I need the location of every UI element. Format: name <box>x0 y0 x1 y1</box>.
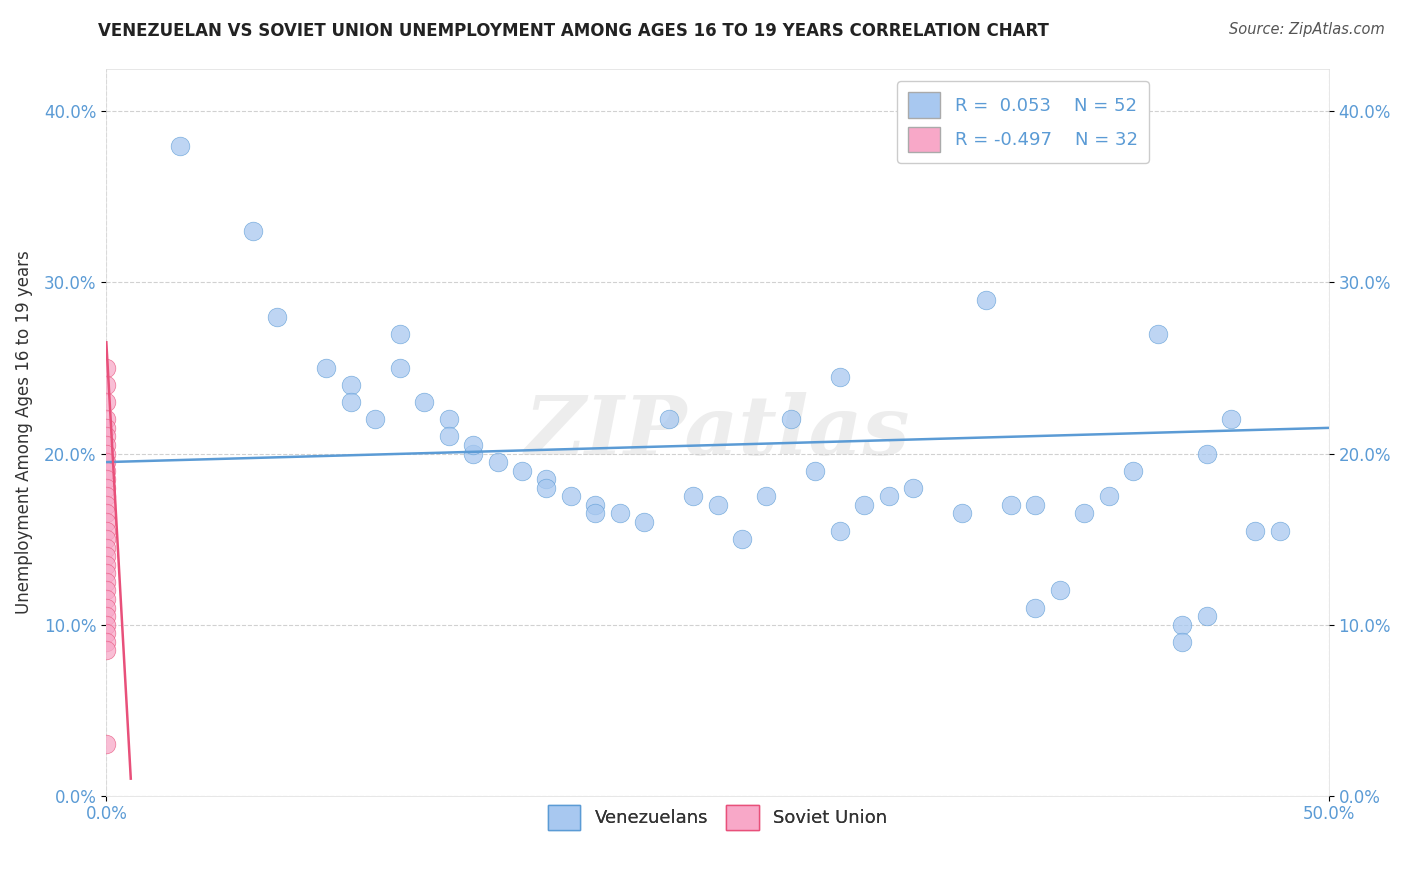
Point <box>536 481 558 495</box>
Point <box>96 464 118 478</box>
Point <box>804 464 827 478</box>
Point <box>950 507 973 521</box>
Point <box>96 378 118 392</box>
Point <box>780 412 803 426</box>
Point <box>315 361 337 376</box>
Point <box>976 293 998 307</box>
Point <box>1024 498 1046 512</box>
Point <box>1171 634 1194 648</box>
Point <box>388 361 411 376</box>
Legend: Venezuelans, Soviet Union: Venezuelans, Soviet Union <box>540 797 894 838</box>
Point <box>437 429 460 443</box>
Text: Source: ZipAtlas.com: Source: ZipAtlas.com <box>1229 22 1385 37</box>
Point <box>96 591 118 606</box>
Text: VENEZUELAN VS SOVIET UNION UNEMPLOYMENT AMONG AGES 16 TO 19 YEARS CORRELATION CH: VENEZUELAN VS SOVIET UNION UNEMPLOYMENT … <box>98 22 1049 40</box>
Point <box>1195 609 1218 624</box>
Point <box>388 326 411 341</box>
Point <box>1195 446 1218 460</box>
Point <box>96 574 118 589</box>
Point <box>1049 583 1071 598</box>
Point <box>609 507 631 521</box>
Point <box>96 532 118 546</box>
Point <box>96 617 118 632</box>
Point <box>96 634 118 648</box>
Point <box>96 507 118 521</box>
Point <box>1146 326 1168 341</box>
Point <box>486 455 509 469</box>
Point <box>877 489 900 503</box>
Point <box>96 498 118 512</box>
Point <box>96 566 118 581</box>
Point <box>583 507 606 521</box>
Point <box>96 626 118 640</box>
Point <box>96 472 118 486</box>
Point <box>96 429 118 443</box>
Point <box>96 421 118 435</box>
Point <box>96 361 118 376</box>
Point <box>96 455 118 469</box>
Point <box>169 138 191 153</box>
Point <box>658 412 681 426</box>
Point <box>901 481 924 495</box>
Point <box>96 609 118 624</box>
Point <box>828 524 851 538</box>
Point <box>536 472 558 486</box>
Point <box>96 583 118 598</box>
Point <box>1244 524 1267 538</box>
Point <box>413 395 436 409</box>
Point <box>340 395 363 409</box>
Point <box>96 395 118 409</box>
Point <box>731 532 754 546</box>
Point <box>96 524 118 538</box>
Point <box>96 600 118 615</box>
Point <box>1122 464 1144 478</box>
Point <box>633 515 655 529</box>
Point <box>583 498 606 512</box>
Point <box>1220 412 1243 426</box>
Point <box>706 498 728 512</box>
Point <box>96 412 118 426</box>
Point <box>242 224 264 238</box>
Point <box>755 489 778 503</box>
Point <box>1171 617 1194 632</box>
Text: ZIPatlas: ZIPatlas <box>524 392 910 472</box>
Point <box>96 558 118 572</box>
Point <box>560 489 582 503</box>
Point <box>853 498 876 512</box>
Point <box>96 738 118 752</box>
Point <box>96 438 118 452</box>
Point <box>96 515 118 529</box>
Point <box>96 489 118 503</box>
Point <box>340 378 363 392</box>
Point <box>96 549 118 564</box>
Point <box>1000 498 1022 512</box>
Point <box>266 310 288 324</box>
Point <box>437 412 460 426</box>
Point <box>682 489 704 503</box>
Point <box>1073 507 1095 521</box>
Point <box>1268 524 1291 538</box>
Point <box>828 369 851 384</box>
Point <box>510 464 533 478</box>
Point <box>1098 489 1121 503</box>
Point <box>461 438 484 452</box>
Point <box>96 446 118 460</box>
Y-axis label: Unemployment Among Ages 16 to 19 years: Unemployment Among Ages 16 to 19 years <box>15 251 32 614</box>
Point <box>364 412 387 426</box>
Point <box>96 481 118 495</box>
Point <box>461 446 484 460</box>
Point <box>96 541 118 555</box>
Point <box>96 643 118 657</box>
Point <box>1024 600 1046 615</box>
